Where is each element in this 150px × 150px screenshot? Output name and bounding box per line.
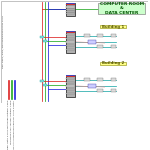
Bar — [66, 78, 75, 79]
Bar — [66, 34, 75, 35]
Bar — [66, 32, 75, 33]
Bar — [66, 82, 75, 83]
FancyBboxPatch shape — [99, 25, 126, 28]
Bar — [88, 40, 96, 44]
FancyBboxPatch shape — [98, 3, 145, 14]
Bar — [66, 4, 75, 6]
Text: Fiber Optic 4-core Multimode Outdoor Cable: Fiber Optic 4-core Multimode Outdoor Cab… — [8, 100, 9, 149]
Bar — [66, 93, 75, 94]
Text: Building 2: Building 2 — [102, 61, 124, 65]
Text: Building 1: Building 1 — [102, 25, 124, 28]
Bar — [66, 3, 75, 4]
Bar — [97, 34, 103, 37]
Text: UTP CAT 6 Enhanced Cable for Voice & Data: UTP CAT 6 Enhanced Cable for Voice & Dat… — [14, 100, 15, 150]
Bar — [66, 9, 75, 10]
Bar — [84, 34, 90, 37]
Bar — [88, 84, 96, 88]
Text: Telephone 1YST 100 pair Outdoor Cable: Telephone 1YST 100 pair Outdoor Cable — [11, 100, 12, 144]
Bar — [66, 75, 75, 76]
Bar — [66, 11, 75, 12]
Bar — [84, 78, 90, 81]
Bar — [111, 34, 116, 37]
Bar — [66, 85, 75, 87]
Bar — [66, 13, 75, 14]
Bar — [66, 4, 75, 5]
Bar — [43, 40, 47, 42]
Bar — [43, 84, 47, 86]
Bar — [66, 75, 75, 97]
Bar — [66, 45, 75, 46]
Bar — [97, 89, 103, 91]
Bar — [66, 6, 75, 8]
Bar — [66, 49, 75, 50]
Bar — [40, 80, 44, 82]
Bar — [66, 3, 75, 16]
Bar — [66, 38, 75, 39]
Bar — [111, 78, 116, 81]
Text: Floor Cable / Data / Multimedia Distribution Cable: Floor Cable / Data / Multimedia Distribu… — [2, 15, 4, 68]
Bar — [66, 89, 75, 90]
Bar — [111, 89, 116, 91]
Bar — [40, 36, 44, 38]
Bar — [66, 41, 75, 43]
Bar — [111, 45, 116, 48]
FancyBboxPatch shape — [99, 62, 126, 65]
Text: COMPUTER ROOM
&
DATA CENTER: COMPUTER ROOM & DATA CENTER — [100, 2, 144, 15]
Bar — [66, 31, 75, 53]
Bar — [97, 45, 103, 48]
Bar — [66, 76, 75, 77]
Bar — [97, 78, 103, 81]
